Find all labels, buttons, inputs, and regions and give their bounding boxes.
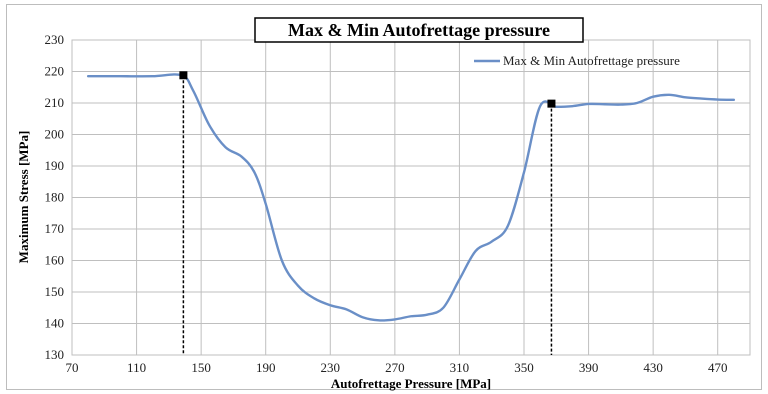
y-axis-title: Maximum Stress [MPa] bbox=[16, 131, 31, 264]
series-line bbox=[86, 73, 736, 322]
y-tick-label: 210 bbox=[45, 95, 65, 110]
y-tick-label: 150 bbox=[45, 284, 65, 299]
marker-point bbox=[179, 71, 188, 80]
x-tick-label: 150 bbox=[191, 360, 211, 375]
y-tick-label: 160 bbox=[45, 253, 65, 268]
x-tick-label: 230 bbox=[321, 360, 341, 375]
x-tick-label: 430 bbox=[643, 360, 663, 375]
y-tick-label: 220 bbox=[45, 64, 65, 79]
x-tick-label: 310 bbox=[450, 360, 470, 375]
x-tick-label: 70 bbox=[66, 360, 79, 375]
x-tick-labels: 70 110 150 190 230 270 310 350 390 430 470 bbox=[66, 360, 728, 375]
chart-title: Max & Min Autofrettage pressure bbox=[288, 20, 550, 40]
x-axis-title: Autofrettage Pressure [MPa] bbox=[331, 376, 491, 391]
series-group bbox=[86, 73, 736, 322]
x-tick-label: 270 bbox=[385, 360, 405, 375]
marker-point bbox=[547, 99, 556, 108]
x-tick-label: 350 bbox=[514, 360, 534, 375]
x-tick-label: 190 bbox=[256, 360, 276, 375]
marker-group bbox=[179, 71, 556, 355]
legend-label: Max & Min Autofrettage pressure bbox=[503, 53, 680, 68]
x-tick-label: 110 bbox=[127, 360, 146, 375]
y-tick-labels: 130 140 150 160 170 180 190 200 210 220 230 bbox=[45, 32, 65, 362]
y-tick-label: 190 bbox=[45, 158, 65, 173]
y-tick-label: 230 bbox=[45, 32, 65, 47]
x-tick-label: 390 bbox=[579, 360, 599, 375]
title-box bbox=[254, 17, 584, 43]
y-tick-label: 170 bbox=[45, 221, 65, 236]
y-tick-label: 130 bbox=[45, 347, 65, 362]
x-tick-label: 470 bbox=[708, 360, 728, 375]
legend: Max & Min Autofrettage pressure bbox=[474, 53, 680, 68]
y-tick-label: 180 bbox=[45, 190, 65, 205]
y-tick-label: 200 bbox=[45, 127, 65, 142]
y-tick-label: 140 bbox=[45, 316, 65, 331]
